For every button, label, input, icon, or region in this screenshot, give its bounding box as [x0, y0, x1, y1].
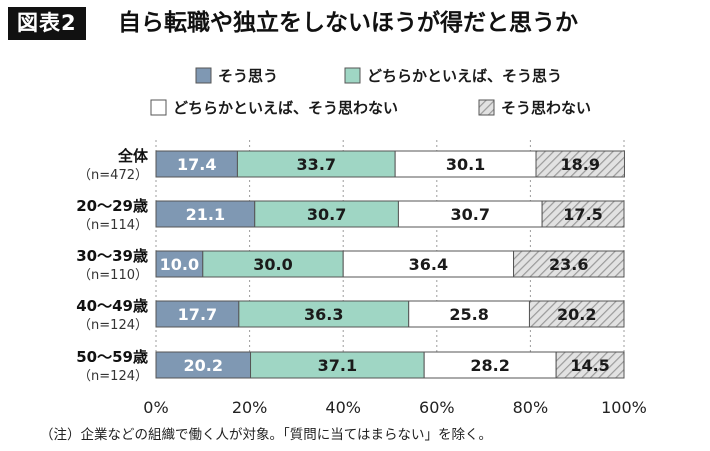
data-label: 37.1	[318, 356, 357, 375]
bar-segment	[250, 351, 425, 379]
data-label: 36.3	[304, 305, 343, 324]
category-sample-size: （n=114）	[78, 218, 148, 233]
legend-swatch	[195, 67, 212, 84]
data-label: 30.1	[446, 155, 485, 174]
data-label: 25.8	[449, 305, 488, 324]
legend-label: そう思う	[218, 67, 278, 85]
data-label: 23.6	[549, 255, 588, 274]
x-tick-label: 40%	[325, 398, 361, 417]
legend-label: そう思わない	[501, 99, 591, 117]
category-label: 全体	[117, 147, 149, 165]
data-label: 36.4	[409, 255, 448, 274]
bar-segment	[541, 200, 625, 228]
data-label: 30.7	[451, 205, 490, 224]
category-label: 40〜49歳	[76, 297, 148, 315]
bar-segment	[394, 150, 537, 178]
x-tick-label: 60%	[419, 398, 455, 417]
data-label: 20.2	[184, 356, 223, 375]
data-label: 33.7	[297, 155, 336, 174]
bar-segment	[555, 351, 625, 379]
legend-swatch	[344, 67, 361, 84]
bar-segment	[155, 351, 252, 379]
x-tick-label: 100%	[601, 398, 647, 417]
x-tick-label: 0%	[143, 398, 168, 417]
data-label: 17.4	[177, 155, 216, 174]
data-label: 30.7	[307, 205, 346, 224]
bar-segment	[535, 150, 625, 178]
data-label: 18.9	[560, 155, 599, 174]
footnote: （注）企業などの組織で働く人が対象。「質問に当てはまらない」を除く。	[40, 427, 492, 443]
chart-bars: 17.4 33.7 30.1 18.9 21.1 30.7 30.7 17.5 10.0 30.0…	[155, 150, 625, 379]
bar-segment	[202, 250, 344, 278]
bar-segment	[342, 250, 515, 278]
bar-segment	[513, 250, 625, 278]
data-label: 17.7	[178, 305, 217, 324]
x-tick-label: 80%	[513, 398, 549, 417]
figure-label: 図表2	[8, 7, 86, 40]
bar-segment	[155, 300, 240, 328]
category-label: 20〜29歳	[76, 197, 148, 215]
bar-segment	[236, 150, 396, 178]
bar-segment	[155, 250, 204, 278]
category-labels: 全体 （n=472） 20〜29歳 （n=114） 30〜39歳 （n=110） 40〜49…	[76, 147, 149, 384]
data-label: 17.5	[563, 205, 602, 224]
data-label: 14.5	[570, 356, 609, 375]
data-label: 21.1	[186, 205, 225, 224]
chart-header: 図表2 自ら転職や独立をしないほうが得だと思うか	[0, 0, 710, 46]
data-label: 28.2	[470, 356, 509, 375]
category-sample-size: （n=110）	[78, 268, 148, 283]
data-label: 20.2	[557, 305, 596, 324]
bar-segment	[155, 200, 256, 228]
category-label: 30〜39歳	[76, 247, 148, 265]
bar-segment	[254, 200, 399, 228]
category-sample-size: （n=124）	[78, 369, 148, 384]
bar-segment	[397, 200, 543, 228]
bar-segment	[528, 300, 625, 328]
x-axis: 0% 20% 40% 60% 80% 100%	[143, 398, 647, 417]
category-sample-size: （n=124）	[78, 318, 148, 333]
bar-segment	[423, 351, 557, 379]
data-label: 30.0	[253, 255, 292, 274]
legend-swatch	[478, 99, 495, 116]
legend-label: どちらかといえば、そう思わない	[173, 99, 398, 117]
data-label: 10.0	[160, 255, 199, 274]
category-sample-size: （n=472）	[78, 168, 148, 183]
category-label: 50〜59歳	[76, 348, 148, 366]
x-tick-label: 20%	[232, 398, 268, 417]
legend-label: どちらかといえば、そう思う	[367, 67, 562, 85]
bar-segment	[408, 300, 530, 328]
chart-title: 自ら転職や独立をしないほうが得だと思うか	[118, 10, 578, 36]
legend-swatch	[150, 99, 167, 116]
